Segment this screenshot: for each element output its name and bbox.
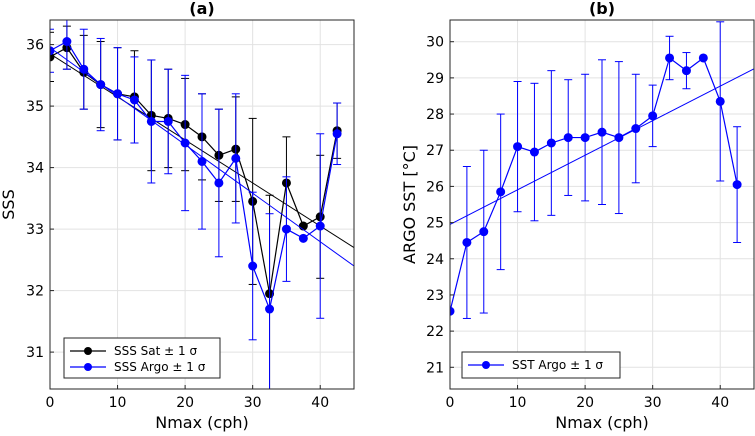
data-point — [529, 147, 539, 157]
x-tick-label: 20 — [176, 395, 194, 411]
legend-marker — [84, 363, 92, 371]
data-point — [62, 37, 72, 47]
y-tick-label: 26 — [426, 179, 444, 195]
x-tick-label: 40 — [311, 395, 329, 411]
data-point — [129, 95, 139, 105]
data-point — [715, 96, 725, 106]
data-point — [580, 133, 590, 143]
data-point — [597, 127, 607, 137]
data-point — [163, 116, 173, 126]
y-axis-label: SSS — [0, 189, 18, 219]
y-tick-label: 36 — [26, 38, 44, 54]
data-point — [96, 80, 106, 90]
panel-b: 0 10 20 30 40 21 22 23 24 25 26 27 28 29 30 (b) Nmax (cp… — [400, 0, 755, 432]
data-point — [563, 133, 573, 143]
data-point — [665, 53, 675, 63]
legend-label: SST Argo ± 1 σ — [512, 358, 603, 372]
data-point — [513, 142, 523, 152]
y-tick-label: 32 — [26, 284, 44, 300]
legend-box — [63, 337, 221, 379]
data-point — [197, 156, 207, 166]
x-tick-label: 0 — [46, 395, 55, 411]
y-axis-label: ARGO SST [°C] — [400, 145, 419, 264]
data-point — [546, 138, 556, 148]
data-point — [450, 306, 455, 316]
x-tick-label: 30 — [644, 395, 662, 411]
data-point — [79, 64, 89, 74]
y-tick-label: 25 — [426, 216, 444, 232]
series-layer — [450, 21, 754, 319]
y-tick-label: 30 — [426, 35, 444, 51]
legend-label: SSS Argo ± 1 σ — [114, 360, 206, 374]
x-axis-label: Nmax (cph) — [155, 413, 249, 432]
data-point — [214, 178, 224, 188]
legend-label: SSS Sat ± 1 σ — [114, 344, 197, 358]
data-point — [614, 133, 624, 143]
data-point — [332, 129, 342, 139]
data-point — [265, 304, 275, 314]
x-tick-label: 0 — [446, 395, 455, 411]
data-point — [315, 221, 325, 231]
data-point — [231, 153, 241, 163]
x-tick-label: 30 — [244, 395, 262, 411]
plot-frame — [449, 19, 755, 390]
series-layer — [50, 20, 354, 389]
y-tick-label: 34 — [26, 161, 44, 177]
plot-frame — [49, 19, 355, 390]
data-point — [462, 237, 472, 247]
y-tick-label: 35 — [26, 99, 44, 115]
y-tick-label: 23 — [426, 288, 444, 304]
data-point — [298, 233, 308, 243]
data-point — [298, 221, 308, 231]
x-tick-label: 20 — [576, 395, 594, 411]
data-point — [681, 66, 691, 76]
panel-a: 0 10 20 30 40 31 32 33 34 35 36 (a) Nmax (cph) SSS SSS… — [0, 0, 355, 432]
y-tick-label: 27 — [426, 143, 444, 159]
y-tick-label: 22 — [426, 324, 444, 340]
chart-title: (b) — [589, 0, 615, 18]
data-point — [113, 89, 123, 99]
data-point — [631, 124, 641, 134]
y-tick-label: 33 — [26, 222, 44, 238]
y-tick-label: 24 — [426, 252, 444, 268]
data-point — [281, 224, 291, 234]
x-axis-label: Nmax (cph) — [555, 413, 649, 432]
data-point — [146, 116, 156, 126]
data-point — [248, 261, 258, 271]
data-point — [698, 53, 708, 63]
x-tick-label: 10 — [509, 395, 527, 411]
legend-marker — [84, 347, 92, 355]
data-point — [180, 138, 190, 148]
data-point — [732, 180, 742, 190]
y-tick-label: 21 — [426, 360, 444, 376]
data-point — [648, 111, 658, 121]
y-tick-label: 28 — [426, 107, 444, 123]
chart-title: (a) — [189, 0, 214, 18]
x-tick-label: 40 — [711, 395, 729, 411]
x-tick-label: 10 — [109, 395, 127, 411]
data-point — [496, 187, 506, 197]
y-tick-label: 29 — [426, 71, 444, 87]
data-point — [50, 46, 55, 56]
y-tick-label: 31 — [26, 345, 44, 361]
data-point — [479, 227, 489, 237]
legend-marker — [482, 361, 490, 369]
